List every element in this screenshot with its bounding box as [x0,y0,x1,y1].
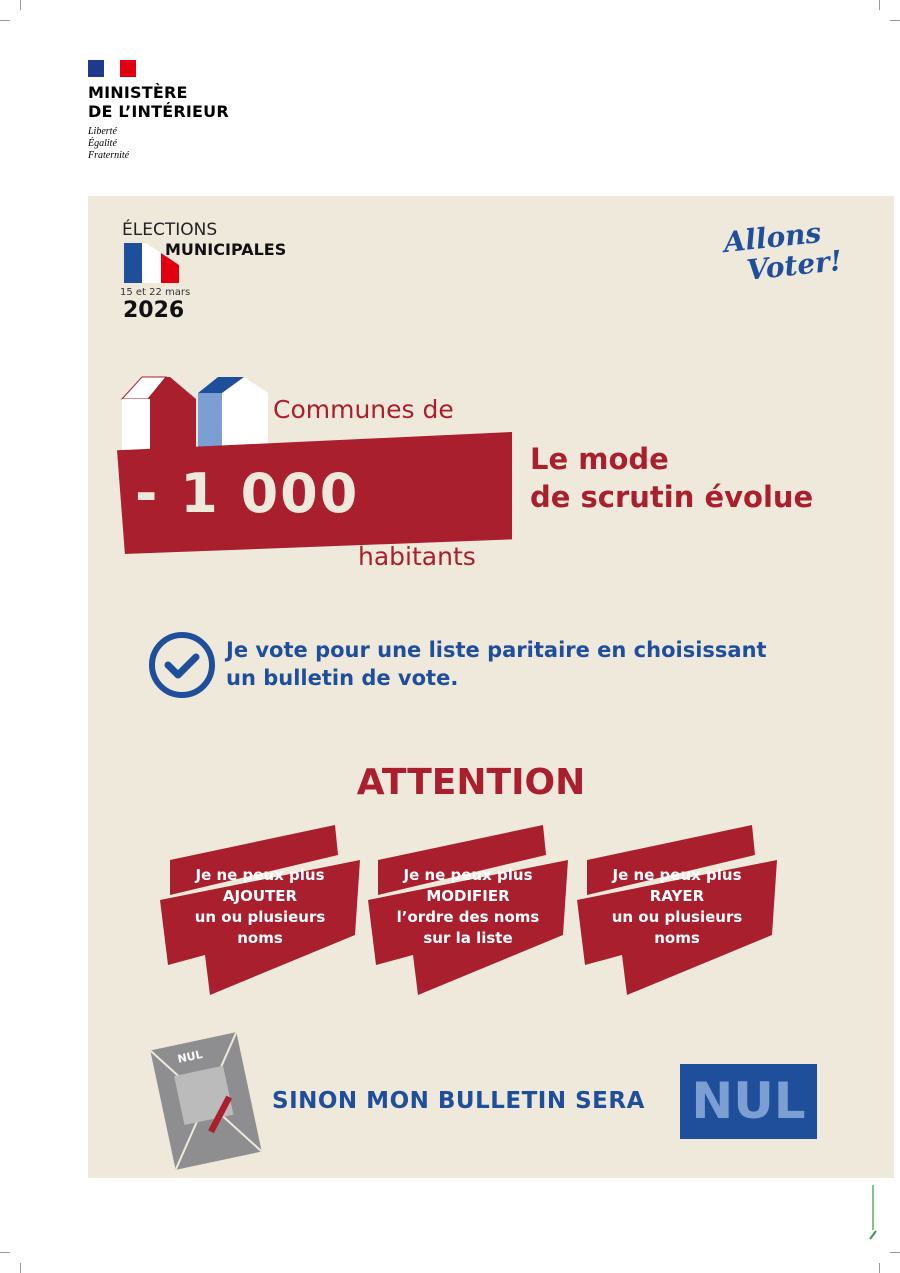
election-dates: 15 et 22 mars [120,287,191,298]
motto-liberte: Liberté [88,126,117,137]
instruction-text: Je vote pour une liste paritaire en choi… [226,636,767,692]
attention-heading: ATTENTION [356,762,586,803]
motto-egalite: Égalité [88,138,117,149]
ministry-name: MINISTÈRE DE L’INTÉRIEUR [88,83,229,121]
rule-line: un ou plusieurs [194,908,326,926]
motto: Liberté Égalité Fraternité [88,126,129,162]
houses-icon [120,376,268,453]
headline-line1: Le mode [530,442,669,476]
rule-line: noms [654,929,700,947]
headline: Le mode de scrutin évolue [530,440,813,516]
ribbon-shape [577,825,777,995]
ministry-line1: MINISTÈRE [88,83,188,102]
election-subtitle: MUNICIPALES [165,240,287,259]
rule-banner-add: Je ne peux plus AJOUTER un ou plusieurs nom… [160,825,360,995]
ballot-envelope-lines [150,1032,262,1170]
instruction-line2: un bulletin de vote. [226,666,459,690]
rule-action: MODIFIER [426,887,510,905]
motto-fraternite: Fraternité [88,150,130,161]
rule-line: sur la liste [423,929,513,947]
french-flag-icon [124,243,179,283]
communes-suffix: habitants [358,542,476,571]
population-threshold: - 1 000 [135,462,360,525]
allons-voter-slogan: Allons Voter! [722,216,844,288]
rule-line: noms [237,929,283,947]
election-year: 2026 [123,298,185,323]
nul-badge: NUL [680,1064,817,1139]
election-title: ÉLECTIONS [122,220,218,240]
headline-line2: de scrutin évolue [530,480,814,514]
rule-action: RAYER [649,887,705,905]
rule-line: un ou plusieurs [611,908,743,926]
rule-line: l’ordre des noms [396,908,540,926]
crop-mark [0,1252,10,1253]
warning-text: SINON MON BULLETIN SERA [272,1088,645,1114]
crop-mark [0,20,10,21]
ministry-line2: DE L’INTÉRIEUR [88,102,229,121]
print-mark [869,1185,877,1240]
rule-banner-strike: Je ne peux plus RAYER un ou plusieurs noms [577,825,777,995]
number-banner [117,432,512,554]
crop-mark [879,1263,880,1273]
crop-mark [890,1252,900,1253]
rule-banner-modify: Je ne peux plus MODIFIER l’ordre des noms s… [368,825,568,995]
crop-mark [879,0,880,10]
crop-mark [20,1263,21,1273]
communes-prefix: Communes de [273,395,454,424]
ribbon-shape [160,825,360,995]
instruction-line1: Je vote pour une liste paritaire en choi… [226,638,767,662]
rule-line: Je ne peux plus [403,866,533,884]
poster-panel [88,196,894,1178]
rule-action: AJOUTER [222,887,298,905]
ribbon-shape [368,825,568,995]
crop-mark [890,20,900,21]
marianne-logo [88,60,136,77]
check-circle-icon [149,632,215,698]
void-ballot-icon: NUL [150,1032,262,1170]
crop-mark [20,0,21,10]
rule-line: Je ne peux plus [612,866,742,884]
rule-line: Je ne peux plus [195,866,325,884]
